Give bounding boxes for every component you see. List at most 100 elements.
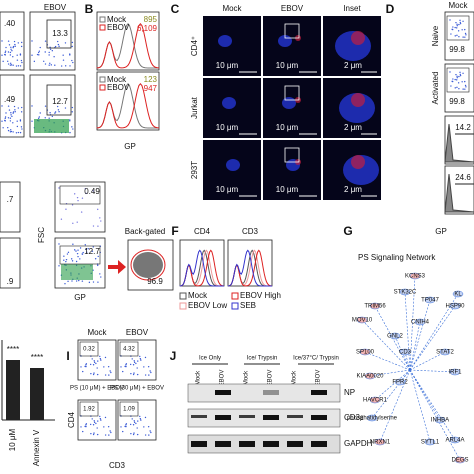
flow-dot	[130, 372, 132, 375]
flow-dot	[451, 80, 453, 83]
flow-dot	[50, 64, 52, 66]
flow-dot	[7, 126, 9, 129]
flow-dot	[12, 45, 15, 48]
flow-dot	[82, 430, 84, 433]
flow-dot	[459, 73, 462, 76]
flow-dot	[48, 64, 50, 66]
scale-label: 10 μm	[216, 123, 239, 132]
row-label: 293T	[190, 161, 199, 179]
category-label: Annexin V	[32, 429, 41, 466]
flow-dot	[125, 364, 127, 366]
node	[369, 302, 381, 310]
flow-dot	[17, 42, 20, 44]
band	[263, 415, 279, 420]
node-label: phosphatidylserine	[347, 416, 398, 422]
axis-label: GP	[435, 227, 447, 236]
flow-dot	[104, 356, 107, 359]
flow-dot	[4, 50, 7, 52]
flow-dot	[103, 366, 105, 368]
panel-label: C	[171, 2, 180, 16]
flow-dot	[48, 51, 50, 54]
node	[359, 348, 371, 356]
flow-dot	[84, 365, 86, 368]
column-header: Mock	[448, 1, 468, 10]
panel-label: J	[170, 349, 177, 363]
flow-dot	[1, 54, 3, 56]
flow-dot	[17, 107, 20, 109]
node-label: TP047	[421, 298, 439, 304]
band	[191, 441, 207, 447]
gate-value: 12.7	[84, 247, 100, 256]
flow-dot	[53, 56, 55, 58]
flow-dot	[39, 112, 41, 114]
band	[239, 441, 255, 447]
flow-dot	[57, 43, 60, 46]
flow-dot	[458, 23, 460, 26]
node-label: GNL2	[387, 334, 403, 340]
inset-box	[284, 85, 300, 101]
flow-dot	[20, 111, 23, 113]
flow-dot	[72, 243, 74, 245]
node	[399, 288, 411, 296]
flow-dot	[70, 258, 73, 260]
flow-dot	[71, 111, 73, 113]
axis-label: CD4	[67, 411, 76, 428]
flow-dot	[69, 65, 71, 67]
flow-dot	[57, 109, 60, 111]
flow-dot	[89, 423, 92, 426]
flow-dot	[150, 431, 152, 434]
node-label: KL	[454, 292, 462, 298]
flow-dot	[136, 373, 139, 376]
node-label: HAVCR1	[363, 398, 388, 404]
band	[215, 415, 231, 420]
flow-dot	[76, 221, 78, 223]
flow-dot	[19, 131, 22, 134]
flow-dot	[19, 65, 22, 67]
flow-dot	[131, 358, 133, 360]
frame	[96, 71, 160, 131]
node	[424, 438, 436, 446]
flow-dot	[103, 426, 105, 428]
flow-dot	[104, 374, 107, 376]
flow-dot	[4, 116, 7, 118]
flow-dot	[38, 50, 41, 52]
flow-dot	[54, 64, 56, 66]
flow-dot	[7, 117, 10, 119]
band	[311, 390, 327, 395]
inset-box	[284, 23, 300, 39]
flow-dot	[37, 51, 40, 54]
node	[356, 316, 368, 324]
flow-dot	[93, 361, 96, 364]
flow-dot	[96, 367, 98, 369]
flow-dot	[31, 40, 33, 42]
gate-value: .40	[4, 19, 16, 28]
column-header: EBOV	[126, 328, 149, 337]
flow-dot	[97, 225, 99, 227]
legend-label: EBOV High	[240, 291, 281, 300]
plot-title: Back-gated	[125, 227, 165, 236]
flow-dot	[133, 432, 135, 434]
node	[449, 302, 461, 310]
flow-dot	[17, 65, 20, 67]
panel-label: D	[386, 2, 395, 16]
flow-dot	[136, 433, 139, 436]
flow-dot	[87, 248, 89, 250]
flow-dot	[149, 370, 151, 372]
frame	[46, 84, 72, 116]
flow-dot	[144, 374, 147, 376]
flow-dot	[85, 424, 87, 426]
edge	[409, 369, 431, 443]
flow-dot	[144, 416, 147, 419]
flow-dot	[71, 204, 74, 206]
flow-dot	[62, 59, 65, 61]
histogram	[227, 249, 272, 287]
flow-dot	[71, 59, 73, 62]
significance: ****	[31, 353, 43, 362]
bar	[6, 360, 20, 420]
edge	[409, 351, 446, 371]
flow-dot	[125, 424, 127, 426]
blot	[187, 383, 341, 403]
flow-dot	[456, 25, 458, 27]
flow-dot	[137, 420, 139, 422]
flow-dot	[79, 258, 81, 260]
